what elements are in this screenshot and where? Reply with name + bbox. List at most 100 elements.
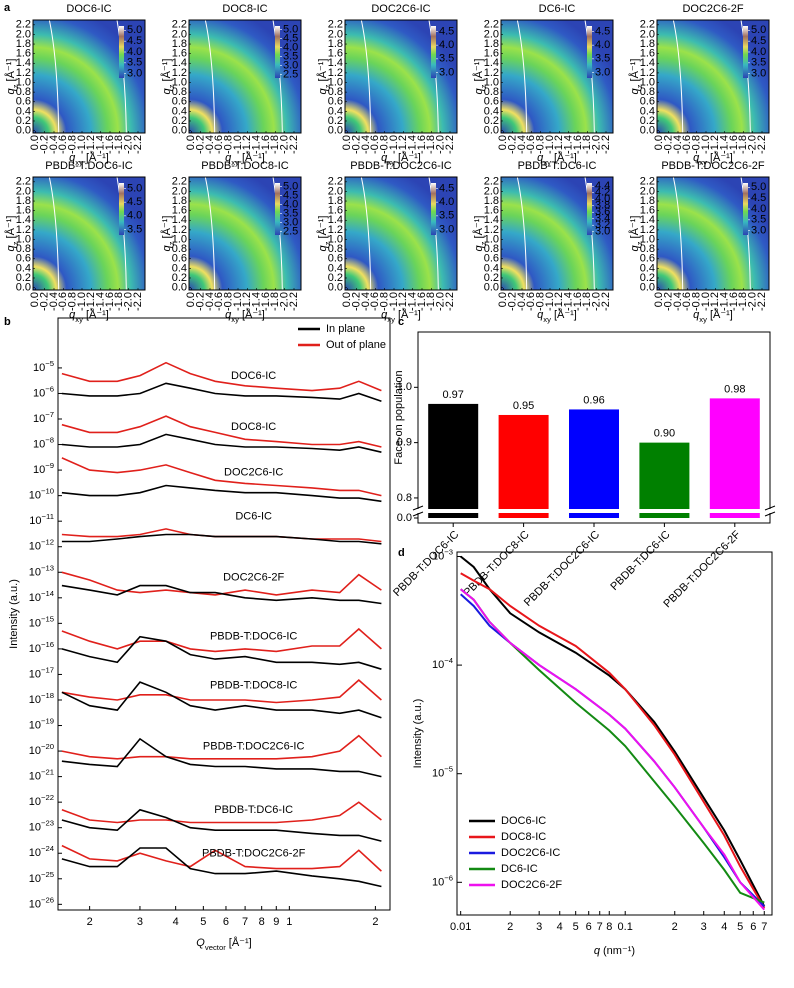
x-axis-label-sub: xy — [231, 315, 239, 324]
y-tick-label-exp: −13 — [41, 563, 54, 572]
y-tick-label: 0.0 — [172, 282, 187, 294]
y-tick-label-exp: −25 — [41, 869, 54, 878]
x-tick-label: -0.2 — [195, 135, 207, 154]
x-tick-label: -0.4 — [516, 135, 528, 154]
x-tick-label: -2.0 — [123, 292, 135, 311]
bar — [498, 414, 549, 518]
colorbar-tick-label: 3.6 — [595, 206, 610, 218]
x-axis-label: qxy [Å⁻¹] — [69, 151, 109, 167]
y-tick-label-exp: −19 — [41, 716, 54, 725]
y-tick-label-base: 10 — [29, 873, 41, 885]
y-tick-label: 2.0 — [172, 28, 187, 40]
y-tick-label: 0.2 — [328, 115, 343, 127]
x-tick-label: -1.6 — [572, 135, 584, 154]
y-tick-label: 0.6 — [172, 96, 187, 108]
y-tick-label: 1.2 — [640, 67, 655, 79]
x-axis-label: qxy [Å⁻¹] — [537, 151, 577, 167]
x-tick-label: -0.4 — [360, 135, 372, 154]
y-axis-label: qz [Å⁻¹] — [472, 59, 488, 95]
y-tick-label: 0.0 — [484, 282, 499, 294]
x-tick-label: 1 — [286, 916, 292, 928]
y-tick-label-base: 10 — [29, 592, 41, 604]
y-tick-label-base: 10 — [33, 464, 45, 476]
bar — [639, 442, 690, 518]
y-tick-label: 10−10 — [29, 486, 54, 501]
y-tick-label: 1.0 — [484, 233, 499, 245]
y-axis-label-unit: [Å⁻¹] — [160, 216, 173, 239]
y-tick-label: 2.0 — [16, 28, 31, 40]
x-tick-label: -1.0 — [388, 292, 400, 311]
plot-frame — [344, 176, 458, 291]
y-tick-label: 0.4 — [328, 262, 343, 274]
y-axis-label: qz [Å⁻¹] — [316, 216, 332, 252]
y-tick-label: 1.8 — [640, 195, 655, 207]
x-axis-label: qxy [Å⁻¹] — [225, 151, 265, 167]
x-tick-label: -0.2 — [507, 135, 519, 154]
y-tick-label: 0.4 — [484, 105, 499, 117]
y-tick-label: 1.0 — [328, 233, 343, 245]
x-tick-label: 2 — [87, 916, 93, 928]
colorbar-tick-label: 2.5 — [283, 225, 298, 237]
x-tick-label: PBDB-T:DOC2C6-2F — [661, 528, 743, 610]
image-title: DOC8-IC — [222, 3, 267, 15]
y-axis-label-main: q — [5, 87, 17, 94]
y-tick-label: 2.0 — [328, 185, 343, 197]
sample-label: PBDB-T:DOC2C6-2F — [202, 847, 306, 859]
y-tick-label: 1.8 — [328, 195, 343, 207]
sample-label: PBDB-T:DOC6-IC — [210, 630, 297, 642]
colorbar — [743, 183, 748, 235]
y-tick-label: 1.4 — [16, 57, 31, 69]
y-tick-label: 10−18 — [29, 691, 54, 706]
colorbar-tick-label: 3.0 — [595, 226, 610, 238]
plot-frame — [656, 176, 770, 291]
y-tick-label-exp: −26 — [41, 895, 54, 904]
y-axis-label-main: q — [473, 87, 485, 94]
x-tick-label: -1.6 — [260, 135, 272, 154]
y-tick-label: 0.0 — [16, 282, 31, 294]
x-tick-label: -0.4 — [672, 292, 684, 311]
y-tick-label: 1.0 — [640, 233, 655, 245]
panel-label: c — [398, 316, 404, 328]
x-tick-label: -1.2 — [553, 292, 565, 311]
colorbar-tick-label: 4.0 — [751, 203, 766, 215]
colorbar-tick-label: 3.5 — [439, 210, 454, 222]
y-tick-label: 10−14 — [29, 588, 55, 603]
x-axis-label-sub: xy — [75, 158, 83, 167]
y-tick-label: 0.4 — [16, 262, 31, 274]
y-tick-label: 2.2 — [328, 19, 343, 31]
y-tick-label: 0.4 — [172, 262, 187, 274]
y-axis-label-main: q — [5, 244, 17, 251]
x-tick-label: -0.2 — [507, 292, 519, 311]
y-tick-label: 0.4 — [16, 105, 31, 117]
y-tick-label: 0.6 — [16, 253, 31, 265]
y-tick-label: 1.2 — [484, 224, 499, 236]
x-tick-label: -2.0 — [279, 292, 291, 311]
colorbar-tick-label: 4.0 — [439, 39, 454, 51]
x-tick-label: -2.0 — [435, 135, 447, 154]
sample-label: DOC8-IC — [231, 421, 276, 433]
x-tick-label: -1.4 — [407, 292, 419, 311]
x-tick-label: -1.8 — [425, 135, 437, 154]
y-tick-label-exp: −20 — [41, 742, 54, 751]
series-line — [460, 572, 766, 909]
x-axis-label-sub: xy — [387, 315, 395, 324]
y-axis-label-unit: [Å⁻¹] — [4, 59, 17, 82]
y-tick-label-exp: −21 — [41, 767, 54, 776]
y-tick-label: 1.6 — [16, 205, 31, 217]
y-tick-label: 1.4 — [172, 57, 187, 69]
x-axis-label-unit: [Å⁻¹] — [86, 308, 109, 321]
y-tick-label: 0.0 — [484, 125, 499, 137]
x-tick-label: -0.2 — [663, 135, 675, 154]
y-tick-label: 1.6 — [172, 205, 187, 217]
x-tick-label: -2.0 — [747, 135, 759, 154]
x-tick-label: -0.8 — [67, 135, 79, 154]
x-axis-label-sub: xy — [699, 158, 707, 167]
bar — [709, 398, 760, 518]
out-of-plane-curve — [61, 457, 382, 497]
axis-break-gap — [417, 509, 771, 513]
y-tick-label: 1.8 — [640, 38, 655, 50]
x-tick-label: 0.1 — [618, 921, 633, 933]
y-axis-label: Face-on population — [393, 370, 405, 464]
y-tick-label: 0.8 — [328, 243, 343, 255]
